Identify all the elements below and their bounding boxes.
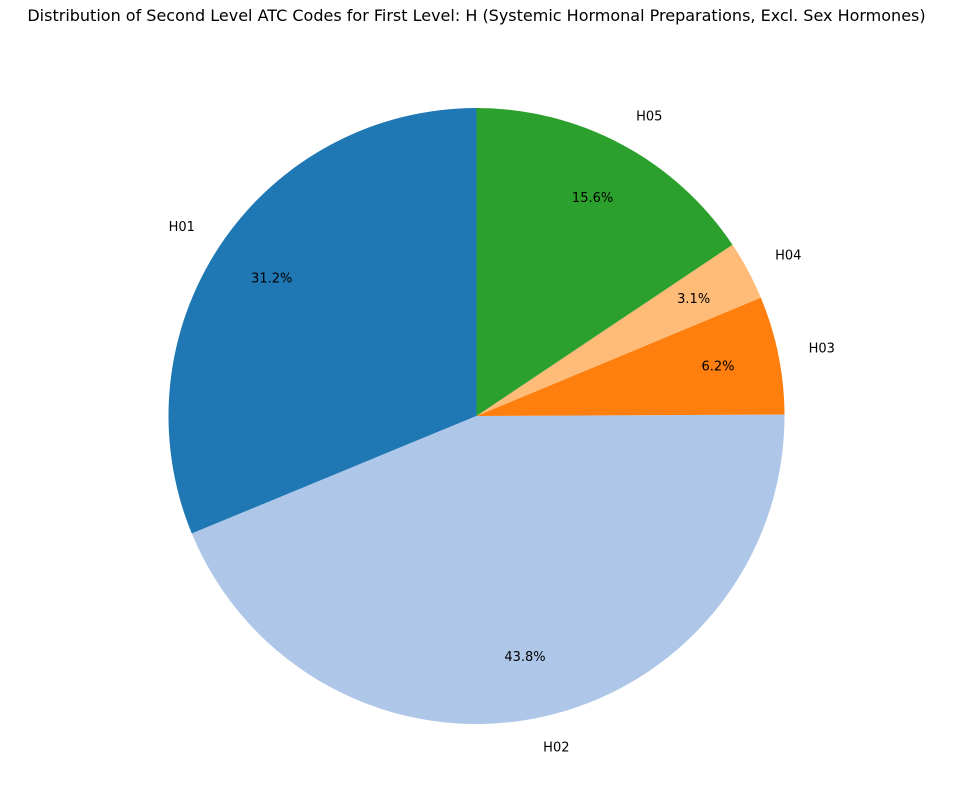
pie-slice-h02 bbox=[191, 414, 785, 725]
slice-label-h05: H05 bbox=[636, 110, 662, 125]
pie-slices bbox=[168, 108, 785, 725]
chart-title: Distribution of Second Level ATC Codes f… bbox=[27, 6, 926, 25]
pie-slice-h04 bbox=[476, 244, 761, 416]
slice-label-h02: H02 bbox=[543, 741, 569, 756]
slice-percent-h01: 31.2% bbox=[251, 271, 292, 286]
slice-label-h01: H01 bbox=[169, 220, 195, 235]
slice-percent-h02: 43.8% bbox=[504, 650, 545, 665]
slice-label-h03: H03 bbox=[809, 341, 835, 356]
pie-slice-h01 bbox=[168, 108, 477, 534]
pie-labels: H01 31.2% H02 43.8% H03 6.2% H04 3.1% H05 15.6% bbox=[169, 110, 835, 756]
pie-slice-h05 bbox=[476, 108, 733, 416]
slice-percent-h05: 15.6% bbox=[572, 191, 613, 206]
pie-slice-h03 bbox=[476, 297, 785, 416]
slice-percent-h03: 6.2% bbox=[701, 360, 734, 375]
slice-percent-h04: 3.1% bbox=[677, 292, 710, 307]
slice-label-h04: H04 bbox=[775, 248, 801, 263]
